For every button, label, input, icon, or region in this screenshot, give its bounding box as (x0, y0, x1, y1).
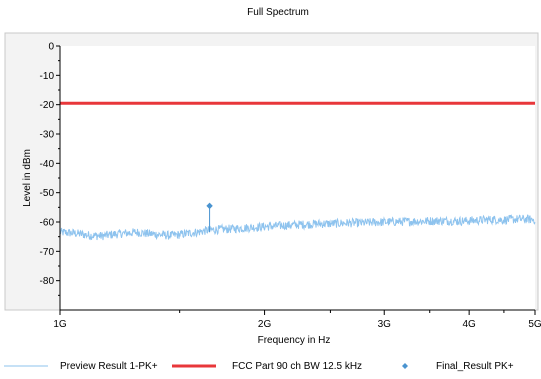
x-tick-label: 3G (378, 319, 392, 330)
legend: Preview Result 1-PK+ FCC Part 90 ch BW 12… (4, 361, 514, 372)
final-result-point (206, 202, 213, 210)
plot-area (60, 46, 535, 310)
y-tick-label: 0 (48, 42, 54, 53)
y-axis-label: Level in dBm (22, 149, 33, 207)
legend-label: Preview Result 1-PK+ (60, 361, 158, 372)
chart-title: Full Spectrum (247, 7, 309, 18)
y-tick-label: -10 (40, 71, 55, 82)
series-layer (59, 101, 536, 241)
y-tick-label: -40 (40, 159, 55, 170)
legend-label: FCC Part 90 ch BW 12.5 kHz (232, 361, 362, 372)
x-tick-label: 1G (53, 319, 67, 330)
y-tick-label: -80 (40, 276, 55, 287)
y-tick-label: -20 (40, 100, 55, 111)
y-tick-label: -60 (40, 218, 55, 229)
legend-label: Final_Result PK+ (436, 361, 514, 372)
x-axis-label: Frequency in Hz (258, 335, 331, 346)
legend-swatch-final-result (402, 363, 408, 369)
y-tick-label: -50 (40, 188, 55, 199)
series-preview-result-trace (59, 213, 536, 241)
y-tick-label: -30 (40, 130, 55, 141)
x-tick-label: 5G (528, 319, 541, 330)
x-axis-ticks: 1G 2G 3G 4G 5G (53, 310, 541, 330)
y-axis-ticks: 0 -10 -20 -30 -40 -50 -60 -70 -80 (40, 42, 60, 296)
x-tick-label: 2G (258, 319, 272, 330)
x-tick-label: 4G (462, 319, 476, 330)
y-tick-label: -70 (40, 247, 55, 258)
